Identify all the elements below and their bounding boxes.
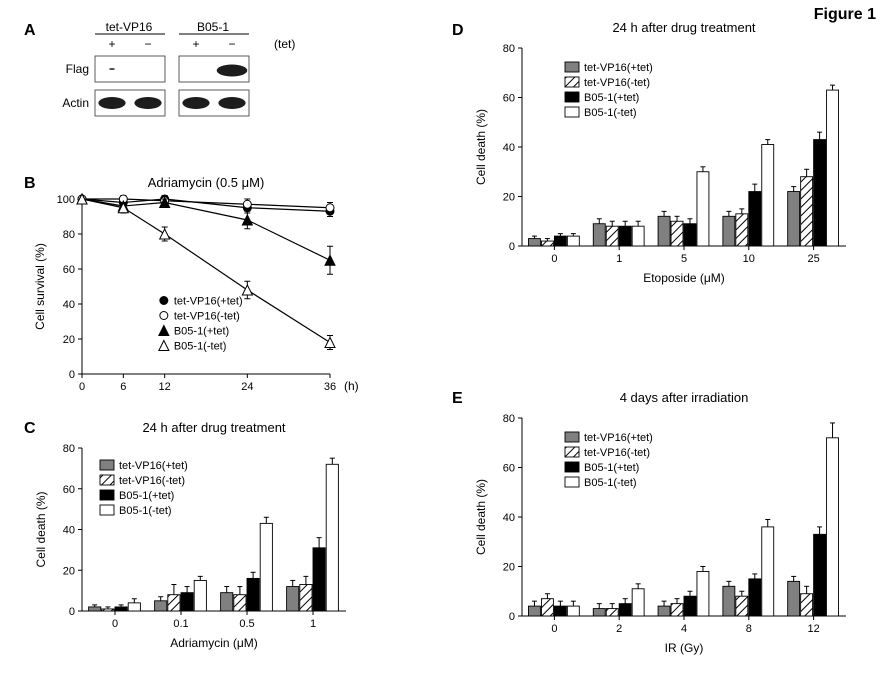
svg-text:Adriamycin (μM): Adriamycin (μM) <box>170 636 258 650</box>
svg-text:1: 1 <box>310 618 316 630</box>
svg-text:tet-VP16(-tet): tet-VP16(-tet) <box>584 77 650 89</box>
svg-text:+: + <box>108 37 115 51</box>
svg-text:25: 25 <box>807 253 819 265</box>
svg-text:80: 80 <box>503 43 515 55</box>
svg-text:80: 80 <box>63 443 75 455</box>
svg-text:tet-VP16(-tet): tet-VP16(-tet) <box>174 311 240 323</box>
svg-text:10: 10 <box>743 253 755 265</box>
svg-text:tet-VP16(+tet): tet-VP16(+tet) <box>584 62 653 74</box>
panel-d-chart: 24 h after drug treatment 0 20 40 60 80 Cell d… <box>470 20 860 290</box>
svg-text:B05-1(-tet): B05-1(-tet) <box>584 107 637 119</box>
svg-text:tet-VP16(-tet): tet-VP16(-tet) <box>584 447 650 459</box>
svg-text:12: 12 <box>159 381 171 393</box>
svg-text:Adriamycin (0.5 μM): Adriamycin (0.5 μM) <box>148 175 265 190</box>
panel-label-a: A <box>24 22 36 40</box>
svg-text:(h): (h) <box>344 379 359 393</box>
svg-text:100: 100 <box>57 194 75 206</box>
svg-text:6: 6 <box>120 381 126 393</box>
svg-text:20: 20 <box>503 192 515 204</box>
svg-text:4 days after irradiation: 4 days after irradiation <box>620 390 749 405</box>
legend: tet-VP16(+tet) tet-VP16(-tet) B05-1(+tet) B… <box>565 62 653 119</box>
svg-text:0: 0 <box>551 623 557 635</box>
svg-text:Actin: Actin <box>62 96 89 110</box>
svg-text:tet-VP16(+tet): tet-VP16(+tet) <box>584 432 653 444</box>
panel-b-chart: Adriamycin (0.5 μM) 0 20 40 60 80 100 0 6 12 24 36 C… <box>30 175 360 410</box>
svg-text:60: 60 <box>63 484 75 496</box>
svg-text:8: 8 <box>746 623 752 635</box>
legend: tet-VP16(+tet) tet-VP16(-tet) B05-1(+tet) B… <box>565 432 653 489</box>
svg-text:tet-VP16(+tet): tet-VP16(+tet) <box>174 296 243 308</box>
svg-text:4: 4 <box>681 623 687 635</box>
svg-text:Flag: Flag <box>66 62 89 76</box>
svg-text:2: 2 <box>616 623 622 635</box>
svg-text:20: 20 <box>63 334 75 346</box>
svg-text:60: 60 <box>503 463 515 475</box>
svg-text:0.5: 0.5 <box>239 618 254 630</box>
svg-text:20: 20 <box>503 562 515 574</box>
svg-text:12: 12 <box>807 623 819 635</box>
svg-text:0: 0 <box>509 241 515 253</box>
svg-text:0: 0 <box>69 369 75 381</box>
svg-text:+: + <box>192 37 199 51</box>
svg-text:1: 1 <box>616 253 622 265</box>
svg-text:B05-1(-tet): B05-1(-tet) <box>584 477 637 489</box>
svg-text:B05-1: B05-1 <box>197 20 229 34</box>
svg-text:60: 60 <box>503 93 515 105</box>
svg-text:Cell survival (%): Cell survival (%) <box>33 243 47 330</box>
svg-text:0: 0 <box>69 606 75 618</box>
svg-text:Cell death (%): Cell death (%) <box>34 491 48 567</box>
svg-text:36: 36 <box>324 381 336 393</box>
svg-text:IR (Gy): IR (Gy) <box>665 641 704 655</box>
svg-text:40: 40 <box>503 512 515 524</box>
panel-label-d: D <box>452 22 464 40</box>
panel-a-blot: tet-VP16 B05-1 + − + − (tet) Flag Actin <box>55 20 305 140</box>
panel-label-e: E <box>452 390 463 408</box>
panel-e-chart: 4 days after irradiation020406080Cell de… <box>470 390 860 660</box>
svg-text:B05-1(+tet): B05-1(+tet) <box>119 490 174 502</box>
svg-text:0: 0 <box>79 381 85 393</box>
svg-text:Cell death (%): Cell death (%) <box>474 109 488 185</box>
panel-c-chart: 24 h after drug treatment 0 20 40 60 80 Cell d… <box>30 420 360 655</box>
svg-text:Cell death (%): Cell death (%) <box>474 479 488 555</box>
legend: tet-VP16(+tet) tet-VP16(-tet) B05-1(+tet) B… <box>159 296 243 353</box>
svg-text:0: 0 <box>551 253 557 265</box>
svg-text:B05-1(+tet): B05-1(+tet) <box>174 326 229 338</box>
svg-text:B05-1(-tet): B05-1(-tet) <box>174 341 227 353</box>
svg-text:40: 40 <box>503 142 515 154</box>
svg-text:(tet): (tet) <box>274 37 295 51</box>
svg-text:tet-VP16(-tet): tet-VP16(-tet) <box>119 475 185 487</box>
svg-text:tet-VP16: tet-VP16 <box>106 20 153 34</box>
svg-text:20: 20 <box>63 565 75 577</box>
svg-text:B05-1(+tet): B05-1(+tet) <box>584 92 639 104</box>
svg-text:Etoposide (μM): Etoposide (μM) <box>643 271 725 285</box>
svg-text:80: 80 <box>63 229 75 241</box>
svg-text:24 h after drug treatment: 24 h after drug treatment <box>612 20 755 35</box>
svg-text:tet-VP16(+tet): tet-VP16(+tet) <box>119 460 188 472</box>
svg-text:−: − <box>144 37 151 51</box>
svg-text:0: 0 <box>112 618 118 630</box>
svg-text:0: 0 <box>509 611 515 623</box>
svg-text:B05-1(-tet): B05-1(-tet) <box>119 505 172 517</box>
svg-text:60: 60 <box>63 264 75 276</box>
svg-text:−: − <box>228 37 235 51</box>
legend: tet-VP16(+tet) tet-VP16(-tet) B05-1(+tet) B… <box>100 460 188 517</box>
svg-text:5: 5 <box>681 253 687 265</box>
svg-text:0.1: 0.1 <box>173 618 188 630</box>
svg-text:24 h after drug treatment: 24 h after drug treatment <box>142 420 285 435</box>
svg-text:24: 24 <box>241 381 253 393</box>
svg-text:40: 40 <box>63 525 75 537</box>
svg-text:80: 80 <box>503 413 515 425</box>
svg-text:40: 40 <box>63 299 75 311</box>
svg-text:B05-1(+tet): B05-1(+tet) <box>584 462 639 474</box>
